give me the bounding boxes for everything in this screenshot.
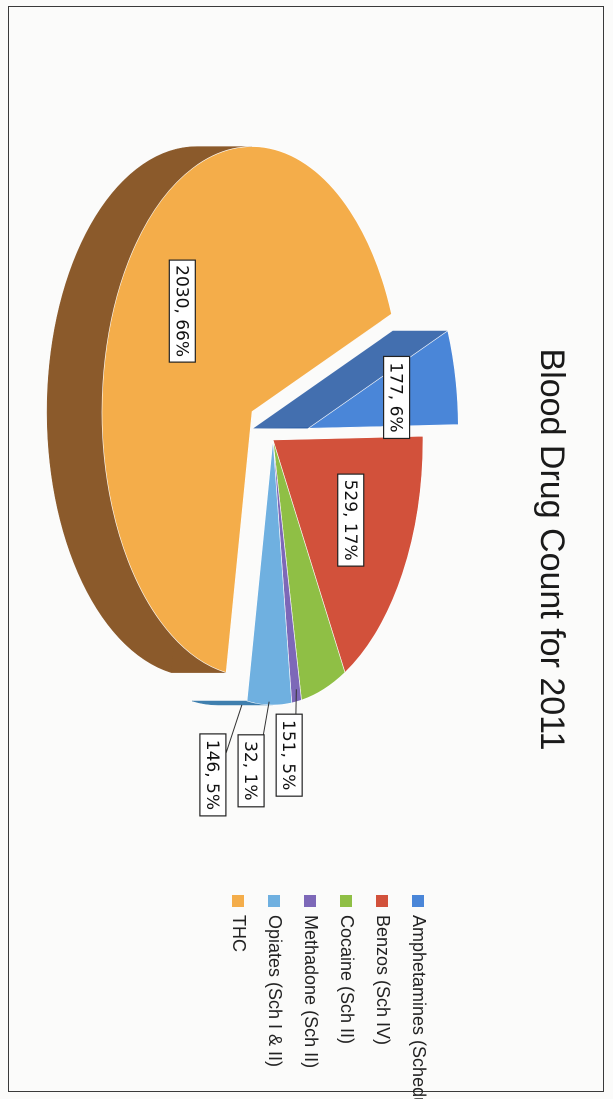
data-label-cocaine-sch-ii: 151, 5% [278,720,298,790]
legend-label-thc: THC [229,915,249,952]
legend-swatch-cocaine-sch-ii [340,895,352,907]
data-label-box-cocaine-sch-ii [275,713,303,797]
legend-label-methadone-sch-ii: Methadone (Sch II) [301,915,321,1068]
legend-label-amphetamines-schedule-ii: Amphetamines (Schedule II) [409,915,429,1099]
data-label-box-thc [168,259,196,363]
data-label-box-benzos-sch-iv [337,473,365,567]
data-label-methadone-sch-ii: 32, 1% [240,741,260,800]
legend-swatch-thc [232,895,244,907]
legend-swatch-benzos-sch-iv [376,895,388,907]
slice-edge-amphetamines-schedule-ii [253,330,448,429]
data-label-box-opiates-sch-i-ii [199,733,227,817]
legend-label-opiates-sch-i-ii: Opiates (Sch I & II) [265,915,285,1067]
pie-slice-opiates-sch-i-ii [246,439,293,706]
data-label-opiates-sch-i-ii: 146, 5% [202,740,222,810]
data-label-thc: 2030, 66% [171,265,191,357]
legend-swatch-methadone-sch-ii [304,895,316,907]
data-label-box-methadone-sch-ii [237,734,265,808]
legend-label-cocaine-sch-ii: Cocaine (Sch II) [337,915,357,1044]
data-label-box-amphetamines-schedule-ii [382,355,411,440]
legend-swatch-opiates-sch-i-ii [268,895,280,907]
data-label-benzos-sch-iv: 529, 17% [340,480,360,561]
legend-swatch-amphetamines-schedule-ii [412,895,424,907]
legend-label-benzos-sch-iv: Benzos (Sch IV) [373,915,393,1045]
data-label-amphetamines-schedule-ii: 177, 6% [386,362,406,432]
chart-frame [8,6,604,1092]
